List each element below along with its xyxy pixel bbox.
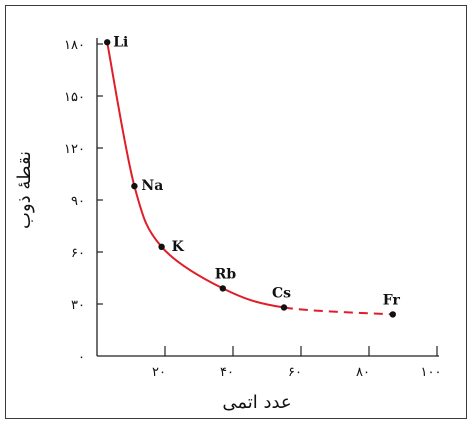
series-line-solid [106,42,285,309]
chart-frame: ۲۰ ۴۰ ۶۰ ۸۰ ۱۰۰ ۰ ۳۰ ۶۰ ۹۰ ۱۲۰ ۱۵۰ ۱۸۰ Li Na K Rb Cs Fr… [5,5,467,419]
point-label-cs: Cs [272,285,291,301]
series-line-dashed [283,306,393,316]
x-tick-label: ۲۰ [152,365,166,380]
x-axis-ticks: ۲۰ ۴۰ ۶۰ ۸۰ ۱۰۰ [152,346,441,380]
y-tick-label: ۳۰ [71,298,85,313]
data-points: Li Na K Rb Cs Fr [104,34,401,318]
y-axis-title: نقطهٔ ذوب [14,151,35,229]
data-point-k [158,243,165,250]
melting-point-chart: ۲۰ ۴۰ ۶۰ ۸۰ ۱۰۰ ۰ ۳۰ ۶۰ ۹۰ ۱۲۰ ۱۵۰ ۱۸۰ Li Na K Rb Cs Fr… [14,34,441,413]
y-tick-label: ۹۰ [71,194,85,209]
data-point-li [104,39,111,46]
data-point-fr [389,311,396,318]
data-point-cs [280,304,288,311]
point-label-li: Li [113,34,128,50]
y-tick-label: ۱۲۰ [64,142,85,157]
x-tick-label: ۶۰ [288,365,302,380]
point-label-fr: Fr [383,292,401,308]
series-curve [106,42,393,316]
point-label-k: K [172,239,185,255]
x-axis-title: عدد اتمی [222,392,291,413]
data-point-na [131,182,138,190]
axes [96,38,439,357]
x-tick-label: ۱۰۰ [421,365,442,380]
y-tick-label: ۱۸۰ [64,38,85,53]
y-tick-label: ۶۰ [71,246,85,261]
y-tick-label: ۱۵۰ [64,90,85,105]
data-point-rb [219,285,226,292]
y-axis-ticks: ۰ ۳۰ ۶۰ ۹۰ ۱۲۰ ۱۵۰ ۱۸۰ [64,38,103,365]
point-label-na: Na [141,178,163,194]
point-label-rb: Rb [215,266,237,282]
x-tick-label: ۴۰ [220,365,234,380]
x-tick-label: ۸۰ [356,365,370,380]
y-tick-label: ۰ [78,350,85,365]
